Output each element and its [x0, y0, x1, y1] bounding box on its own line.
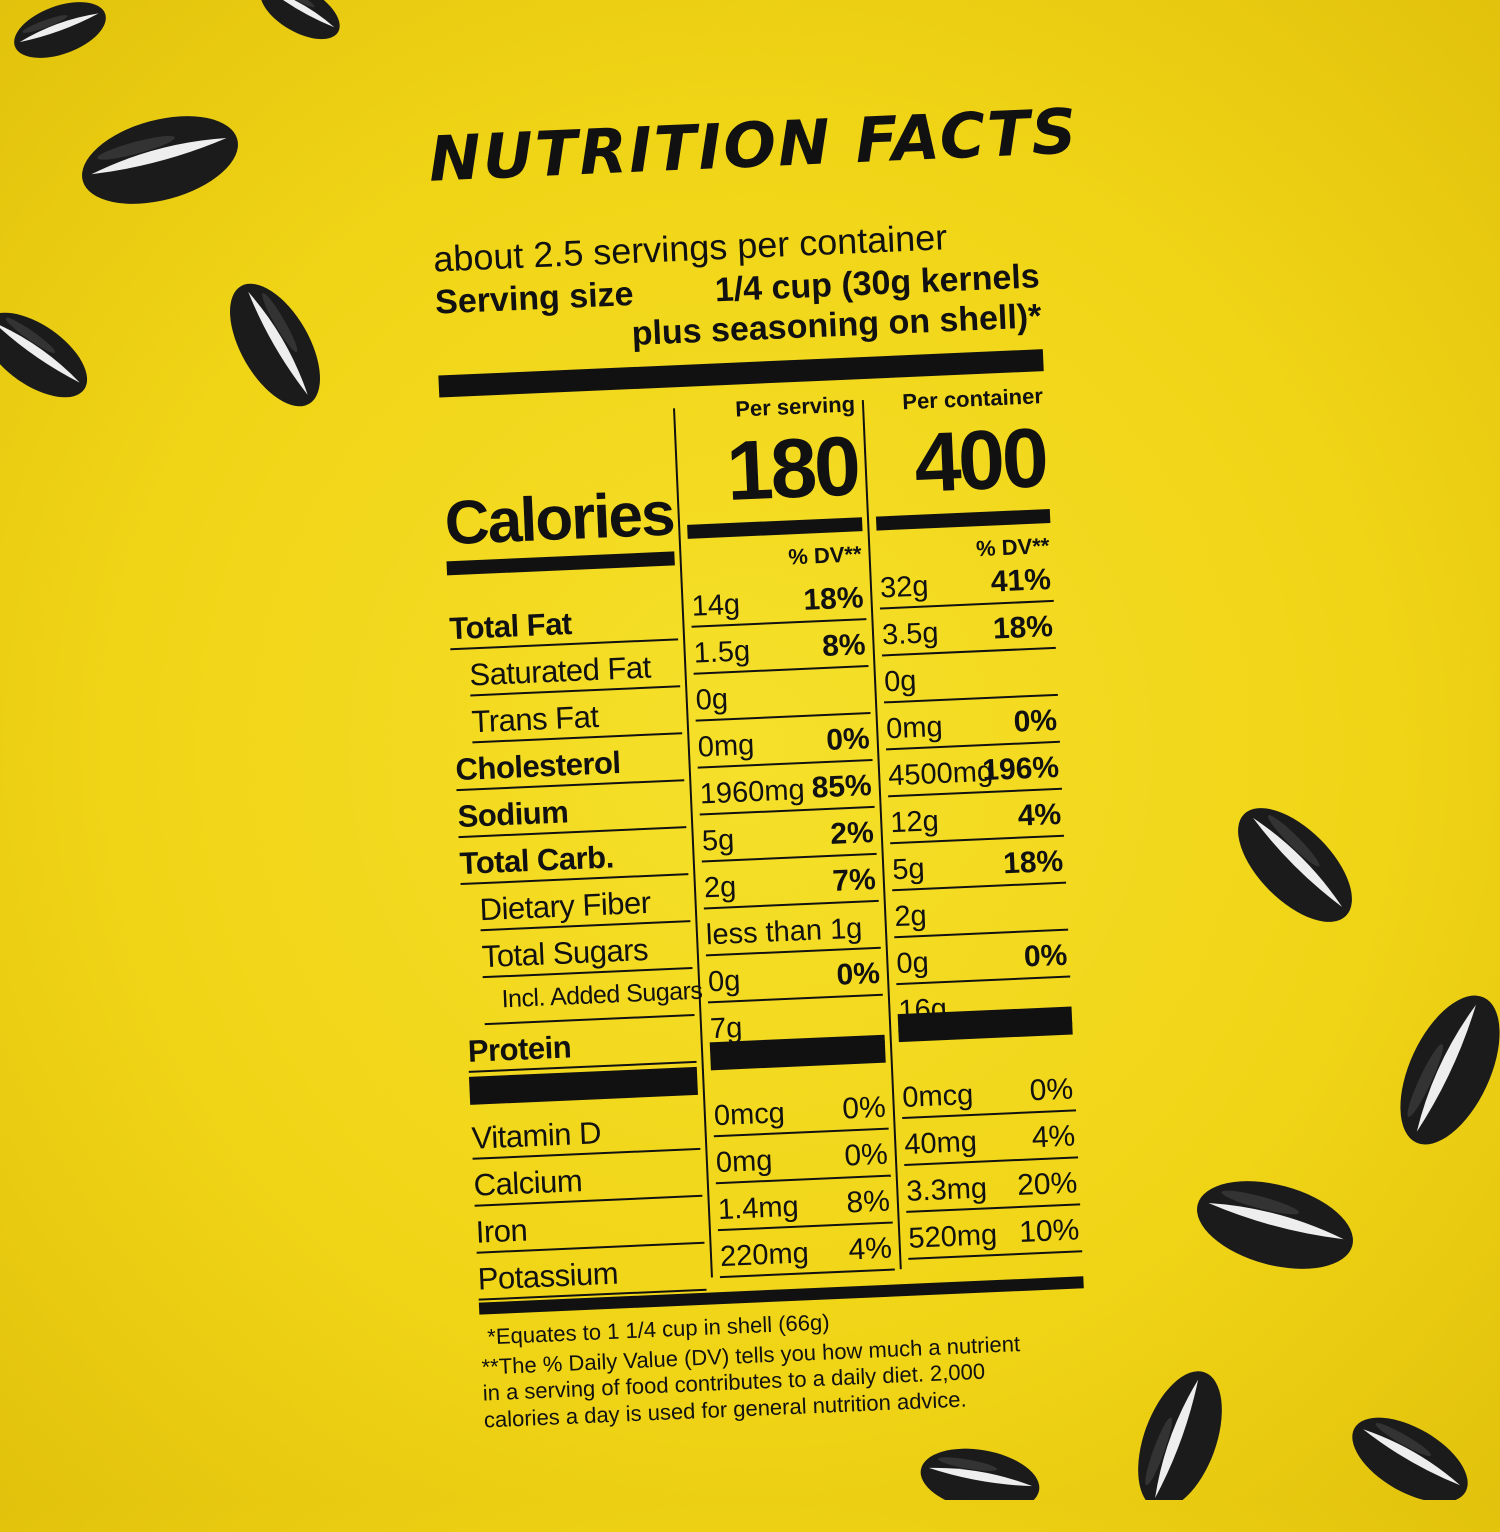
serving-amount: 1960mg — [699, 773, 806, 811]
container-amount: 0g — [895, 946, 930, 981]
nutrient-name: Trans Fat — [470, 698, 600, 740]
container-amount: 12g — [889, 805, 940, 840]
title: NUTRITION FACTS — [427, 94, 1080, 196]
serving-dv: 7% — [831, 862, 877, 898]
page: NUTRITION FACTS about 2.5 servings per c… — [0, 0, 1500, 1500]
nutrient-name: Total Carb. — [458, 839, 615, 882]
serving-amount: 5g — [701, 824, 735, 858]
column-header: Per container — [901, 383, 1044, 415]
container-dv: 0% — [1023, 938, 1068, 974]
container-amount: 32g — [879, 570, 930, 605]
nutrient-name: Dietary Fiber — [478, 884, 652, 928]
serving-size-label: Serving size — [434, 274, 635, 322]
container-amount: 3.3mg — [905, 1172, 988, 1208]
container-amount: 4500mg — [887, 755, 994, 793]
thick-rule — [468, 1066, 698, 1105]
container-dv: 0% — [1012, 703, 1058, 739]
container-dv: 10% — [1018, 1213, 1080, 1250]
calories-label: Calories — [443, 479, 675, 559]
serving-amount: 0mg — [715, 1144, 774, 1180]
container-amount: 40mg — [903, 1125, 978, 1161]
serving-amount: less than 1g — [705, 912, 863, 952]
serving-dv: 0% — [825, 722, 871, 757]
serving-amount: 0g — [695, 683, 729, 717]
serving-dv: 4% — [847, 1231, 893, 1267]
container-amount: 0mg — [885, 710, 944, 746]
container-dv: 20% — [1016, 1166, 1078, 1203]
column-header: Per serving — [734, 391, 856, 422]
serving-amount: 0mg — [697, 729, 755, 764]
container-dv: 0% — [1029, 1072, 1074, 1108]
container-amount: 5g — [891, 852, 926, 887]
container-dv: 18% — [992, 609, 1054, 646]
container-amount: 2g — [893, 899, 928, 934]
nutrient-name: Incl. Added Sugars — [501, 976, 703, 1014]
container-amount: 0mcg — [901, 1078, 974, 1114]
container-dv: 41% — [990, 563, 1052, 599]
container-dv: 196% — [981, 750, 1060, 788]
row-rule — [484, 1013, 695, 1026]
serving-amount: 0g — [707, 964, 742, 999]
container-amount: 520mg — [907, 1219, 998, 1255]
nutrient-name: Iron — [475, 1212, 528, 1250]
thick-rule — [687, 517, 863, 539]
serving-amount: 1.4mg — [717, 1190, 800, 1227]
nutrient-name: Protein — [467, 1029, 572, 1069]
serving-dv: 8% — [821, 628, 867, 664]
thick-rule — [875, 509, 1051, 531]
nutrient-name: Total Fat — [448, 605, 573, 647]
container-dv: 4% — [1031, 1119, 1076, 1155]
serving-dv: 85% — [810, 769, 873, 805]
container-dv: 18% — [1002, 844, 1064, 881]
serving-amount: 0mcg — [713, 1097, 786, 1133]
container-amount: 3.5g — [881, 616, 940, 652]
nutrient-name: Calcium — [472, 1163, 583, 1203]
serving-dv: 18% — [802, 581, 865, 617]
container-amount: 0g — [883, 664, 918, 699]
serving-dv: 2% — [829, 816, 875, 851]
serving-dv: 0% — [843, 1137, 889, 1173]
serving-dv: 8% — [845, 1184, 891, 1220]
serving-amount: 7g — [709, 1011, 744, 1046]
dv-header: % DV** — [787, 541, 863, 570]
serving-dv: 0% — [841, 1090, 887, 1126]
serving-dv: 0% — [835, 956, 881, 992]
calories-container: 400 — [912, 410, 1048, 510]
serving-amount: 2g — [703, 871, 737, 905]
nutrient-name: Vitamin D — [470, 1115, 602, 1156]
calories-serving: 180 — [724, 418, 860, 519]
nutrient-name: Potassium — [477, 1255, 619, 1297]
nutrient-name: Total Sugars — [480, 931, 649, 975]
nutrient-name: Saturated Fat — [468, 649, 652, 693]
nutrient-name: Cholesterol — [454, 744, 622, 788]
dv-header: % DV** — [975, 533, 1050, 562]
serving-amount: 14g — [690, 588, 741, 623]
container-amount: 16g — [897, 992, 948, 1028]
nutrient-name: Sodium — [456, 794, 569, 835]
serving-amount: 220mg — [719, 1237, 810, 1274]
serving-size-value: plus seasoning on shell)* — [630, 297, 1043, 354]
container-dv: 4% — [1017, 797, 1062, 833]
serving-amount: 1.5g — [693, 635, 751, 670]
